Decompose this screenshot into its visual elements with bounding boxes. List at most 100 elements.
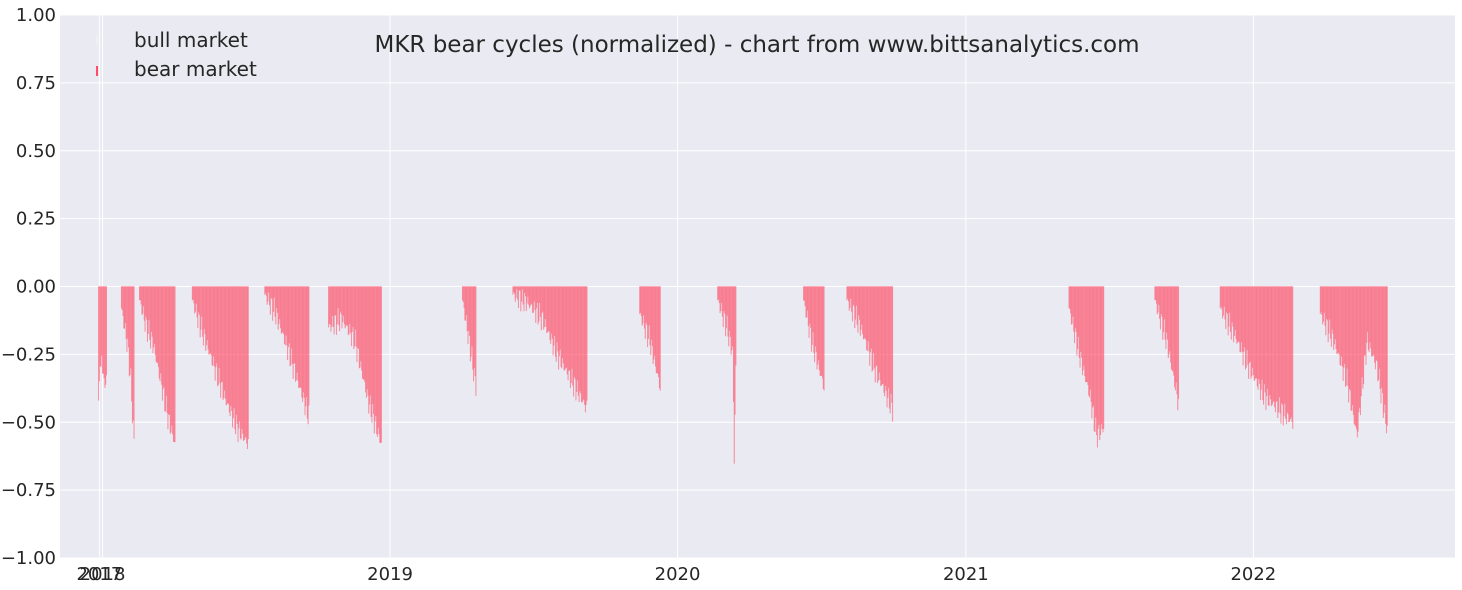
bear-market-bar bbox=[1364, 286, 1366, 356]
bear-market-bar bbox=[163, 286, 165, 387]
bear-market-bar bbox=[271, 286, 273, 300]
bear-market-bar bbox=[244, 286, 246, 439]
bear-market-bar bbox=[1273, 286, 1275, 402]
bear-market-bar bbox=[577, 286, 579, 381]
bear-market-bar bbox=[1320, 286, 1322, 313]
bear-market-bar bbox=[1158, 286, 1160, 305]
bear-market-bar bbox=[372, 286, 374, 405]
bear-market-bar bbox=[582, 286, 584, 401]
bear-market-bar bbox=[883, 286, 885, 393]
bear-market-bar bbox=[1281, 286, 1283, 404]
bear-market-bar bbox=[306, 286, 308, 419]
bear-market-bar bbox=[1071, 286, 1073, 324]
bear-market-bar bbox=[1335, 286, 1337, 349]
bear-market-bar bbox=[818, 286, 820, 361]
bear-market-bar bbox=[243, 286, 245, 441]
y-axis-ticks: 1.00 0.75 0.50 0.25 0.00 −0.25 −0.50 −0.75 −1.00 bbox=[1, 5, 56, 569]
bear-market-bar bbox=[352, 286, 354, 328]
bear-market-bar bbox=[821, 286, 823, 376]
bear-market-bar bbox=[152, 286, 154, 354]
bear-market-bar bbox=[875, 286, 877, 367]
bear-market-bar bbox=[1235, 286, 1237, 340]
bear-market-bar bbox=[872, 286, 874, 371]
bear-market-bar bbox=[1345, 286, 1347, 387]
bear-market-bar bbox=[874, 286, 876, 383]
bear-market-bar bbox=[462, 286, 464, 301]
bear-market-bar bbox=[1365, 286, 1367, 365]
bear-market-bar bbox=[645, 286, 647, 323]
bear-market-bar bbox=[1075, 286, 1077, 333]
bear-market-bar bbox=[294, 286, 296, 364]
bear-market-bar bbox=[646, 286, 648, 325]
bear-market-bar bbox=[1178, 286, 1180, 399]
bear-market-bar bbox=[274, 286, 276, 317]
bear-market-bar bbox=[1342, 286, 1344, 381]
bear-market-bar bbox=[819, 286, 821, 376]
legend-swatch-bull-market bbox=[96, 35, 98, 45]
bear-market-bar bbox=[1332, 286, 1334, 334]
legend-swatch-bear-market bbox=[96, 66, 98, 76]
bear-market-bar bbox=[1379, 286, 1381, 390]
bear-market-bar bbox=[143, 286, 145, 321]
bear-market-bar bbox=[140, 286, 142, 305]
bear-market-bar bbox=[133, 286, 135, 439]
bear-market-bar bbox=[565, 286, 567, 368]
bear-market-bar bbox=[1289, 286, 1291, 422]
bear-market-bar bbox=[1252, 286, 1254, 368]
bear-market-bar bbox=[367, 286, 369, 396]
bear-market-bar bbox=[1343, 286, 1345, 368]
bear-market-bar bbox=[1338, 286, 1340, 355]
bear-market-bar bbox=[1359, 286, 1361, 416]
bear-market-bar bbox=[867, 286, 869, 342]
bear-market-bar bbox=[213, 286, 215, 357]
bear-market-bar bbox=[1372, 286, 1374, 356]
bear-market-bar bbox=[1356, 286, 1358, 438]
bear-market-bar bbox=[229, 286, 231, 417]
bear-market-bar bbox=[1250, 286, 1252, 380]
bear-market-bar bbox=[268, 286, 270, 293]
bear-market-bar bbox=[208, 286, 210, 355]
bear-market-bar bbox=[732, 286, 734, 402]
bear-market-bar bbox=[564, 286, 566, 371]
bear-market-bar bbox=[815, 286, 817, 353]
bear-market-bar bbox=[1085, 286, 1087, 383]
bear-market-bar bbox=[308, 286, 310, 406]
bear-market-bar bbox=[240, 286, 242, 440]
bear-market-bar bbox=[528, 286, 530, 309]
bear-market-bar bbox=[1088, 286, 1090, 396]
bear-market-bar bbox=[1226, 286, 1228, 313]
bear-market-bar bbox=[165, 286, 167, 412]
bear-market-bar bbox=[1167, 286, 1169, 359]
bear-market-bar bbox=[105, 286, 107, 376]
bear-market-bar bbox=[561, 286, 563, 369]
bear-market-bar bbox=[866, 286, 868, 351]
bear-market-bar bbox=[196, 286, 198, 318]
bear-market-bar bbox=[245, 286, 247, 438]
bear-market-bar bbox=[471, 286, 473, 347]
bear-market-bar bbox=[641, 286, 643, 326]
bear-market-bar bbox=[1259, 286, 1261, 384]
bear-market-bar bbox=[727, 286, 729, 337]
bear-market-bar bbox=[1274, 286, 1276, 413]
bear-market-bar bbox=[1276, 286, 1278, 402]
bear-market-bar bbox=[882, 286, 884, 385]
bear-market-bar bbox=[231, 286, 233, 411]
bear-market-bar bbox=[733, 286, 735, 464]
bear-market-bar bbox=[656, 286, 658, 374]
bear-market-bar bbox=[224, 286, 226, 391]
bear-market-bar bbox=[329, 286, 331, 325]
bear-market-bar bbox=[125, 286, 127, 340]
bear-market-bar bbox=[515, 286, 517, 298]
bear-market-bar bbox=[207, 286, 209, 350]
bear-market-bar bbox=[1278, 286, 1280, 398]
bear-market-bar bbox=[813, 286, 815, 353]
bear-market-bar bbox=[729, 286, 731, 331]
bear-market-bar bbox=[1336, 286, 1338, 355]
bear-market-bar bbox=[247, 286, 249, 440]
bear-market-bar bbox=[520, 286, 522, 312]
bear-market-bar bbox=[100, 286, 102, 368]
bear-market-bar bbox=[821, 286, 823, 379]
bear-market-bar bbox=[1100, 286, 1102, 436]
bear-market-bar bbox=[227, 286, 229, 404]
bear-market-bar bbox=[1229, 286, 1231, 313]
